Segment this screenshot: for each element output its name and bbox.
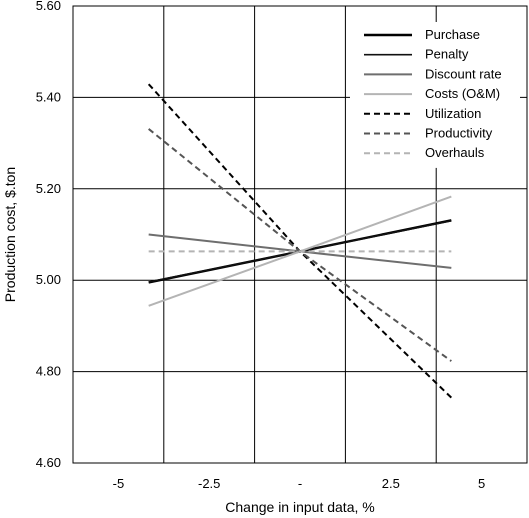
x-tick-label: - — [298, 476, 302, 491]
x-tick-labels: -5 -2.5-2.5 5 — [113, 476, 486, 491]
x-tick-label: -5 — [113, 476, 125, 491]
plot-frame — [72, 5, 528, 464]
x-tick-label: 2.5 — [382, 476, 400, 491]
legend-label: Utilization — [425, 106, 481, 121]
x-axis-label: Change in input data, % — [225, 499, 374, 515]
x-tick-label: -2.5 — [198, 476, 220, 491]
legend: Purchase Penalty Discount rate Costs (O&M) U… — [350, 22, 520, 168]
y-tick-label: 4.60 — [36, 455, 61, 470]
legend-label: Productivity — [425, 126, 493, 141]
legend-label: Costs (O&M) — [425, 86, 500, 101]
y-tick-label: 5.00 — [36, 272, 61, 287]
y-tick-label: 5.60 — [36, 0, 61, 13]
legend-label: Penalty — [425, 47, 469, 62]
x-tick-label: 5 — [478, 476, 485, 491]
legend-label: Purchase — [425, 27, 480, 42]
legend-label: Overhauls — [425, 145, 485, 160]
y-tick-label: 4.80 — [36, 364, 61, 379]
y-tick-label: 5.20 — [36, 181, 61, 196]
y-axis-label: Production cost, $.ton — [2, 167, 18, 302]
series-layer — [147, 83, 453, 399]
legend-label: Discount rate — [425, 66, 502, 81]
y-tick-labels: 5.60 5.40 5.20 5.00 4.80 4.60 — [36, 0, 61, 470]
y-tick-label: 5.40 — [36, 89, 61, 104]
